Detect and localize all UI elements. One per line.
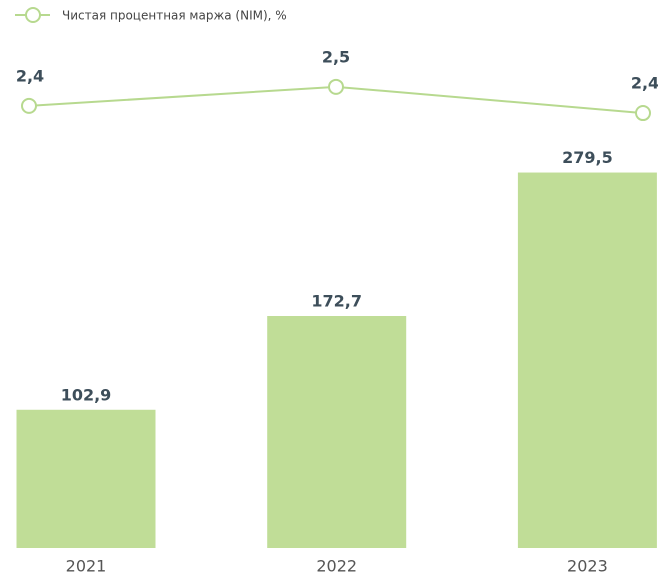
line-value-label: 2,5 bbox=[322, 47, 350, 66]
line-value-label: 2,4 bbox=[16, 66, 44, 85]
line-marker bbox=[21, 97, 37, 114]
bar-value-label: 279,5 bbox=[562, 148, 613, 167]
legend-marker bbox=[25, 7, 41, 23]
bar-value-label: 102,9 bbox=[61, 385, 112, 404]
bar-value-label: 172,7 bbox=[311, 292, 362, 311]
x-tick-label: 2022 bbox=[316, 557, 357, 576]
line-value-label: 2,4 bbox=[631, 74, 658, 93]
bar bbox=[16, 409, 156, 548]
x-tick-label: 2021 bbox=[66, 557, 107, 576]
x-tick-label: 2023 bbox=[567, 557, 608, 576]
bar bbox=[267, 316, 407, 548]
bar bbox=[517, 172, 657, 548]
line-marker bbox=[328, 78, 344, 95]
line-marker bbox=[635, 105, 651, 122]
legend-label: Чистая процентная маржа (NIM), % bbox=[62, 9, 287, 23]
